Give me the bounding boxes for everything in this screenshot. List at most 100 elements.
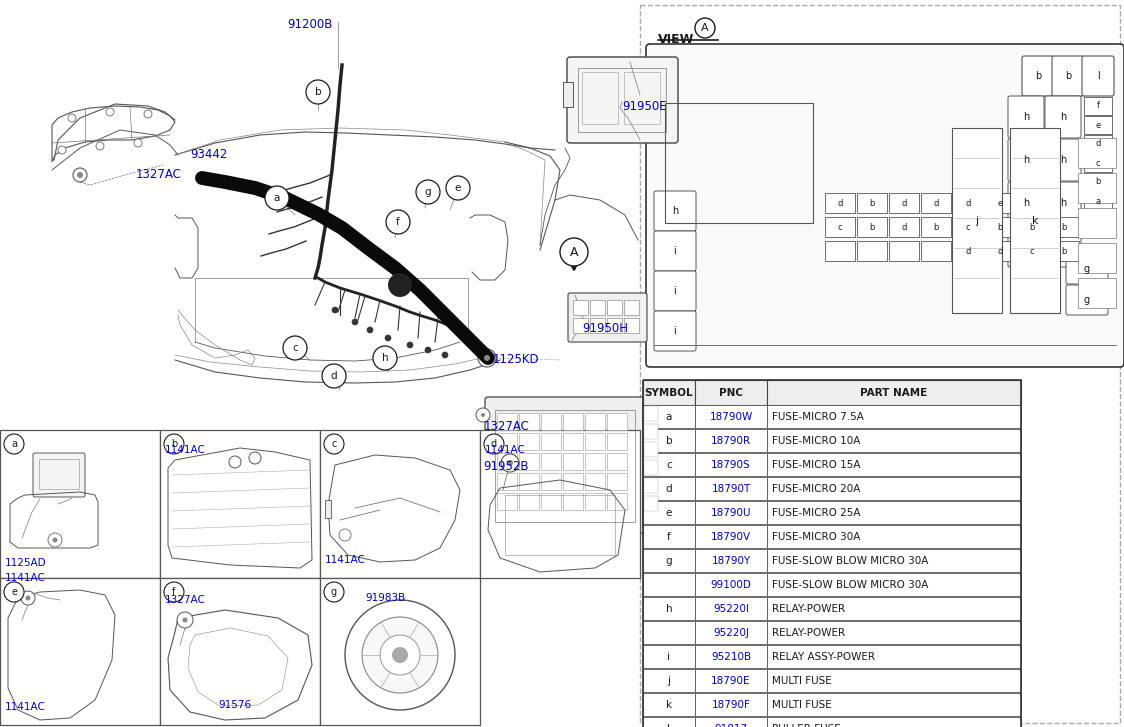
Text: b: b: [1030, 222, 1035, 231]
Bar: [953, 193, 984, 213]
Text: MULTI FUSE: MULTI FUSE: [772, 675, 832, 686]
Bar: [519, 413, 540, 430]
Bar: [644, 442, 658, 457]
Bar: [921, 217, 951, 237]
Bar: [1017, 241, 1046, 261]
Circle shape: [106, 108, 114, 116]
Text: 93442: 93442: [190, 148, 227, 161]
Text: c: c: [1030, 246, 1034, 255]
Text: 1141AC: 1141AC: [325, 555, 366, 565]
Text: f: f: [172, 587, 175, 597]
Text: d: d: [837, 198, 843, 207]
Circle shape: [478, 349, 496, 367]
Bar: [643, 597, 695, 620]
Circle shape: [58, 146, 66, 154]
Bar: [541, 433, 561, 450]
Bar: [541, 473, 561, 490]
Text: 91950E: 91950E: [622, 100, 667, 113]
Bar: [643, 405, 695, 428]
Circle shape: [380, 635, 420, 675]
Bar: [921, 193, 951, 213]
Text: g: g: [1084, 295, 1090, 305]
Text: i: i: [673, 246, 677, 256]
Text: 99100D: 99100D: [710, 579, 752, 590]
FancyBboxPatch shape: [1045, 182, 1081, 224]
Circle shape: [306, 80, 330, 104]
Text: k: k: [665, 699, 672, 710]
Bar: [1084, 97, 1112, 115]
Bar: [767, 669, 1021, 692]
Bar: [563, 82, 573, 107]
Bar: [582, 72, 618, 124]
Text: 18790Y: 18790Y: [711, 555, 751, 566]
Bar: [889, 217, 919, 237]
FancyBboxPatch shape: [654, 231, 696, 271]
Bar: [767, 477, 1021, 500]
Text: 91576: 91576: [218, 700, 251, 710]
Bar: [1078, 278, 1116, 308]
Circle shape: [21, 591, 35, 605]
Text: h: h: [1060, 155, 1067, 165]
Circle shape: [229, 456, 241, 468]
Bar: [856, 241, 887, 261]
Text: e: e: [997, 198, 1003, 207]
Text: FUSE-MICRO 15A: FUSE-MICRO 15A: [772, 459, 861, 470]
Text: d: d: [933, 198, 939, 207]
FancyBboxPatch shape: [484, 397, 646, 533]
Text: h: h: [672, 206, 678, 216]
Bar: [607, 433, 627, 450]
Bar: [825, 241, 855, 261]
Circle shape: [321, 364, 346, 388]
Bar: [497, 413, 517, 430]
Text: FUSE-MICRO 10A: FUSE-MICRO 10A: [772, 435, 860, 446]
Bar: [584, 413, 605, 430]
Text: l: l: [1097, 71, 1099, 81]
Bar: [1078, 208, 1116, 238]
Bar: [0, 578, 160, 725]
Bar: [767, 597, 1021, 620]
Text: i: i: [668, 651, 671, 662]
Text: FUSE-MICRO 7.5A: FUSE-MICRO 7.5A: [772, 411, 864, 422]
Circle shape: [4, 434, 24, 454]
Text: k: k: [1032, 215, 1039, 225]
Bar: [642, 403, 660, 527]
Text: 1125AD: 1125AD: [4, 558, 46, 568]
Bar: [695, 453, 767, 476]
Bar: [767, 405, 1021, 428]
Bar: [563, 473, 583, 490]
Text: e: e: [665, 507, 672, 518]
Bar: [767, 573, 1021, 596]
Bar: [320, 430, 480, 578]
Text: h: h: [382, 353, 388, 363]
Bar: [584, 453, 605, 470]
Text: c: c: [667, 459, 672, 470]
Text: 1141AC: 1141AC: [4, 573, 46, 583]
Circle shape: [407, 342, 413, 348]
Text: a: a: [274, 193, 280, 203]
Bar: [695, 645, 767, 668]
Circle shape: [442, 352, 448, 358]
Bar: [767, 621, 1021, 644]
Text: c: c: [837, 222, 842, 231]
Bar: [889, 193, 919, 213]
Text: 18790R: 18790R: [711, 435, 751, 446]
Bar: [985, 193, 1015, 213]
Bar: [519, 493, 540, 510]
Bar: [584, 473, 605, 490]
Circle shape: [475, 408, 490, 422]
Text: f: f: [1097, 102, 1099, 111]
Bar: [563, 413, 583, 430]
Bar: [643, 573, 695, 596]
Circle shape: [144, 110, 152, 118]
Text: h: h: [1023, 155, 1030, 165]
Text: 1141AC: 1141AC: [484, 445, 526, 455]
Bar: [644, 406, 658, 421]
Circle shape: [386, 210, 410, 234]
Bar: [856, 217, 887, 237]
FancyBboxPatch shape: [1008, 225, 1044, 267]
Bar: [953, 217, 984, 237]
Circle shape: [67, 114, 76, 122]
Bar: [1084, 192, 1112, 210]
Bar: [39, 459, 79, 489]
Text: b: b: [933, 222, 939, 231]
